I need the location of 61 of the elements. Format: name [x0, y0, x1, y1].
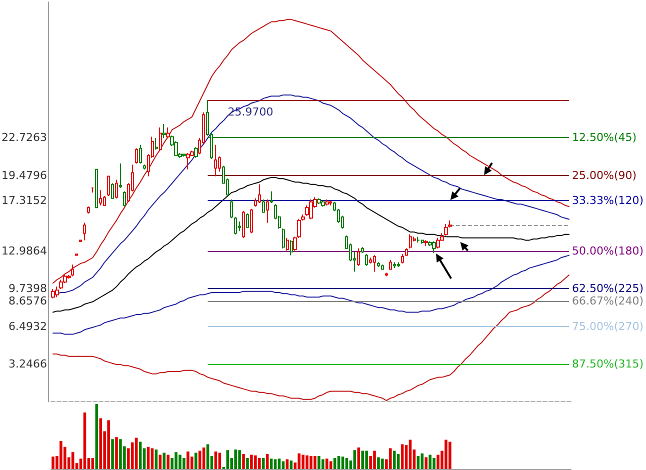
candlestick — [417, 236, 420, 244]
candlestick — [135, 148, 138, 164]
line-series — [56, 94, 570, 294]
candlestick — [385, 272, 388, 277]
candlestick — [321, 200, 325, 207]
candlestick — [325, 199, 329, 206]
line-series — [52, 18, 570, 284]
candlestick — [397, 262, 400, 268]
candlestick — [389, 259, 392, 270]
candlestick — [317, 198, 321, 205]
candlestick — [234, 216, 237, 235]
candlestick — [95, 168, 98, 208]
candlestick — [377, 262, 380, 268]
y-tick-label: 9.7398 — [8, 282, 47, 296]
candlestick — [230, 199, 233, 219]
candlestick — [424, 240, 428, 247]
candlestick — [282, 228, 285, 249]
text: 12.50%(45) — [572, 131, 637, 144]
candlestick — [381, 264, 384, 270]
candlestick — [107, 176, 110, 197]
candlestick — [214, 144, 217, 177]
candlestick — [444, 223, 448, 236]
candlestick — [59, 279, 63, 290]
text: 66.67%(240) — [572, 294, 644, 308]
candlestick — [87, 206, 90, 214]
y-tick-label: 19.4796 — [2, 168, 47, 182]
candlestick — [51, 288, 55, 299]
text: 33.33%(120) — [572, 194, 644, 208]
candlestick — [242, 210, 245, 238]
candlestick — [55, 286, 59, 298]
candlestick — [373, 254, 376, 272]
y-tick-label: 6.4932 — [8, 320, 47, 333]
y-tick-label: 22.7263 — [2, 131, 47, 144]
candlestick — [405, 248, 408, 256]
text: 62.50%(225) — [572, 282, 644, 296]
candlestick — [250, 208, 253, 234]
candlestick — [421, 240, 424, 244]
candlestick — [393, 262, 396, 269]
y-tick-label: 12.9864 — [2, 244, 47, 258]
candlestick — [159, 126, 162, 152]
candlestick — [365, 254, 368, 266]
candlestick — [401, 254, 404, 264]
candlestick — [436, 237, 440, 249]
line-series — [52, 254, 570, 335]
candlestick — [83, 222, 86, 241]
text: 87.50%(315) — [572, 357, 644, 370]
text: 75.00%(270) — [572, 320, 644, 333]
y-tick-label: 3.2466 — [8, 357, 47, 370]
candlestick — [139, 144, 142, 164]
y-tick-label: 17.3152 — [2, 194, 47, 208]
text: 50.00%(180) — [572, 244, 644, 258]
line-series — [52, 274, 570, 402]
candlestick — [290, 240, 293, 256]
line-series — [52, 176, 570, 313]
candlestick — [309, 199, 313, 220]
candlestick — [432, 240, 436, 254]
candlestick — [186, 152, 190, 170]
text: 25.00%(90) — [572, 168, 637, 182]
candlestick — [409, 234, 412, 249]
candlestick — [71, 264, 74, 277]
y-tick-label: 8.6576 — [8, 294, 47, 308]
